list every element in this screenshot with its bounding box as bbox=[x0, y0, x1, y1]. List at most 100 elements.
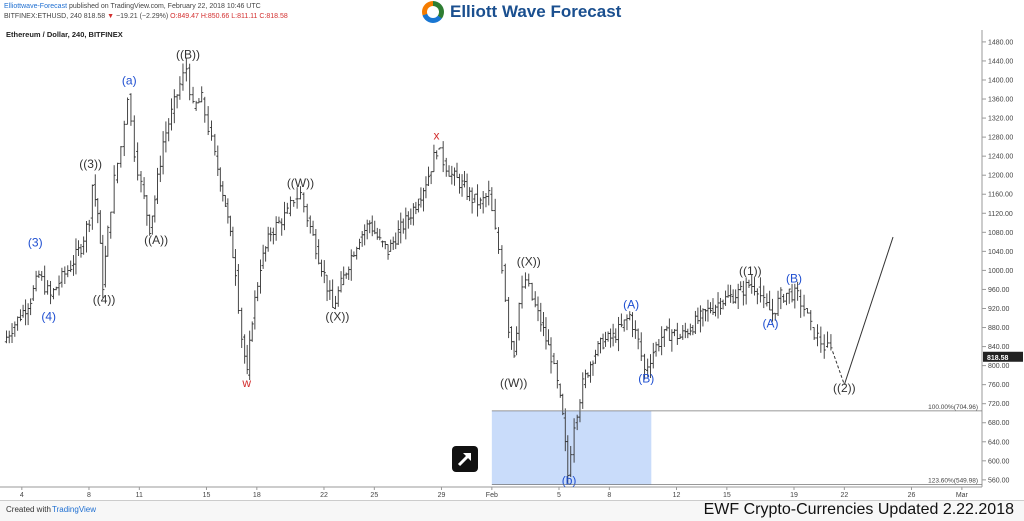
y-tick-label: 1080.00 bbox=[988, 230, 1013, 237]
price-bar bbox=[74, 238, 78, 275]
price-bar bbox=[517, 302, 521, 341]
price-bar bbox=[282, 201, 287, 231]
price-bar bbox=[378, 228, 382, 241]
price-bar bbox=[639, 332, 643, 361]
price-bar bbox=[475, 184, 480, 217]
ohlc-values: O:849.47 H:850.66 L:811.11 C:818.58 bbox=[170, 13, 288, 20]
y-tick-label: 1240.00 bbox=[988, 154, 1013, 161]
price-bar bbox=[622, 319, 626, 332]
price-bar bbox=[331, 279, 335, 308]
price-bar bbox=[98, 210, 102, 244]
price-bar bbox=[328, 280, 332, 300]
price-bar bbox=[228, 215, 232, 237]
price-bar bbox=[741, 280, 745, 306]
y-tick-label: 1320.00 bbox=[988, 116, 1013, 123]
price-bar bbox=[460, 174, 464, 197]
x-tick-label: Mar bbox=[956, 492, 969, 499]
price-bar bbox=[150, 215, 154, 235]
price-bar bbox=[319, 259, 324, 277]
y-tick-label: 1040.00 bbox=[988, 249, 1013, 256]
price-bar bbox=[539, 302, 543, 332]
price-bar bbox=[672, 329, 677, 337]
price-bar bbox=[457, 173, 462, 194]
price-bar bbox=[802, 294, 806, 317]
price-bar bbox=[503, 263, 507, 303]
price-bar bbox=[487, 180, 491, 206]
price-bar bbox=[63, 266, 67, 285]
price-bar bbox=[197, 98, 201, 104]
y-tick-label: 680.00 bbox=[988, 420, 1010, 427]
symbol-line: BITFINEX:ETHUSD, 240 818.58 ▼ −19.21 (−2… bbox=[4, 12, 288, 22]
wave-label: (4) bbox=[41, 309, 56, 323]
y-tick-label: 720.00 bbox=[988, 401, 1010, 408]
price-bar bbox=[115, 162, 120, 184]
price-bar bbox=[236, 264, 240, 314]
fib-level-label: 123.60%(549.98) bbox=[928, 478, 978, 485]
price-bar bbox=[274, 216, 278, 241]
price-bar bbox=[266, 226, 270, 252]
wave-label: x bbox=[433, 128, 439, 142]
price-bar bbox=[549, 337, 553, 374]
price-bar bbox=[29, 298, 33, 316]
y-tick-label: 560.00 bbox=[988, 477, 1010, 484]
price-bar bbox=[136, 142, 140, 181]
price-bar bbox=[84, 220, 89, 253]
price-bar bbox=[424, 176, 428, 199]
price-bar bbox=[172, 89, 176, 124]
price-bar bbox=[380, 240, 385, 248]
fullscreen-button[interactable] bbox=[452, 446, 478, 472]
target-zone bbox=[491, 410, 652, 485]
x-axis: 4 8 11 15 18 22 25 29 Feb 5 8 12 15 19 22 26 Mar bbox=[20, 487, 969, 499]
price-bar bbox=[768, 290, 772, 311]
price-bar bbox=[765, 293, 769, 307]
price-bar bbox=[414, 201, 418, 215]
price-bar bbox=[473, 193, 477, 203]
price-bar bbox=[175, 94, 179, 109]
price-bar bbox=[386, 244, 390, 260]
price-bar bbox=[787, 288, 791, 304]
price-bar bbox=[657, 339, 661, 352]
price-bar bbox=[119, 146, 123, 168]
price-bar bbox=[285, 202, 289, 214]
y-tick-label: 1400.00 bbox=[988, 77, 1013, 84]
price-bar bbox=[368, 220, 372, 234]
price-bar bbox=[734, 289, 738, 304]
price-bar bbox=[216, 145, 220, 177]
price-bar bbox=[776, 290, 780, 317]
price-bar bbox=[452, 167, 457, 186]
wave-label: (a) bbox=[122, 74, 137, 88]
price-bar bbox=[667, 318, 671, 341]
x-tick-label: 11 bbox=[136, 492, 143, 499]
price-bar bbox=[569, 445, 573, 478]
price-bar bbox=[455, 162, 459, 179]
price-bar bbox=[389, 239, 393, 252]
price-bar bbox=[762, 285, 766, 309]
price-bar bbox=[401, 218, 405, 234]
price-bar bbox=[375, 227, 379, 240]
price-bar bbox=[4, 330, 9, 344]
price-bar bbox=[223, 194, 227, 207]
price-bar bbox=[660, 326, 664, 356]
price-bar bbox=[103, 245, 107, 288]
author-link[interactable]: Elliottwave-Forecast bbox=[4, 3, 68, 10]
price-bar bbox=[429, 171, 433, 185]
price-bar bbox=[106, 225, 110, 257]
price-bar bbox=[96, 198, 100, 224]
x-tick-label: 15 bbox=[723, 492, 731, 499]
wave-label: ((3)) bbox=[79, 157, 102, 171]
price-bar bbox=[696, 307, 700, 324]
price-bar bbox=[145, 194, 149, 226]
y-tick-label: 960.00 bbox=[988, 287, 1010, 294]
y-tick-label: 1160.00 bbox=[988, 192, 1013, 199]
wave-label: (A) bbox=[623, 297, 639, 311]
price-bar bbox=[339, 271, 343, 293]
down-triangle-icon: ▼ bbox=[107, 13, 115, 20]
price-bar bbox=[784, 292, 789, 306]
price-bar bbox=[552, 352, 556, 365]
price-bar bbox=[467, 187, 472, 202]
price-bar bbox=[349, 249, 353, 281]
price-bar bbox=[365, 219, 369, 240]
logo: Elliott Wave Forecast bbox=[422, 1, 621, 23]
tradingview-link[interactable]: TradingView bbox=[52, 505, 97, 514]
price-bar bbox=[370, 215, 374, 237]
